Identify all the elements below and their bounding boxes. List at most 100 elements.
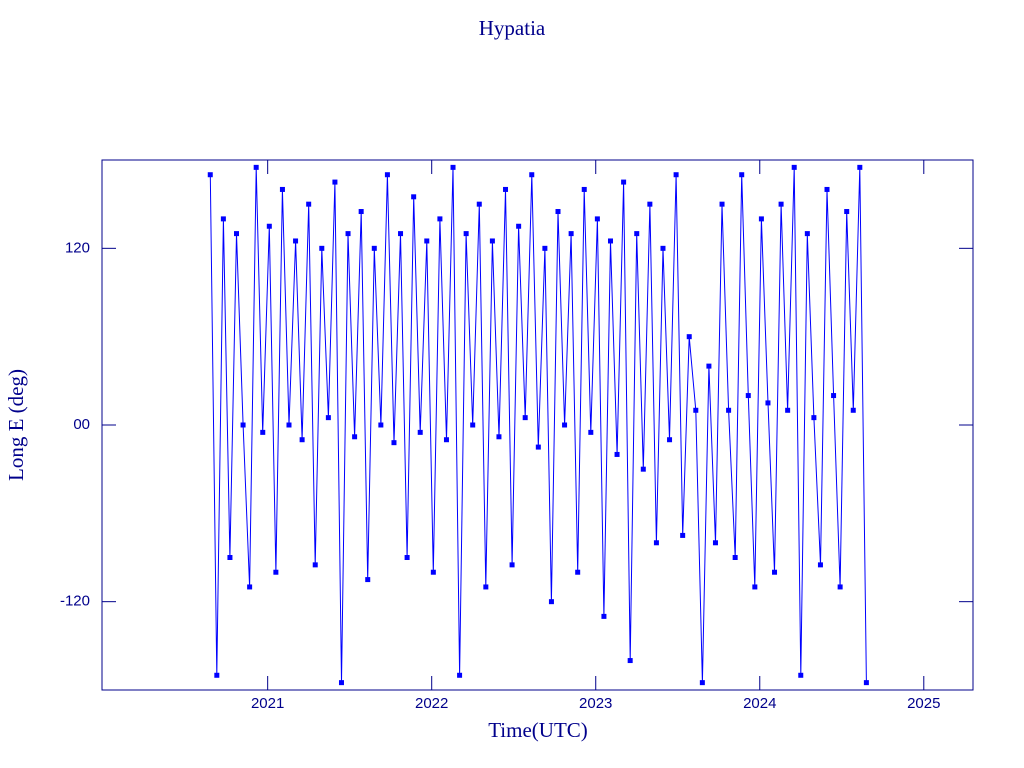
data-point xyxy=(240,422,246,428)
data-point xyxy=(227,555,233,560)
data-point xyxy=(358,209,364,215)
data-point xyxy=(817,562,823,568)
y-tick-label: 00 xyxy=(73,416,90,433)
data-point xyxy=(791,164,797,170)
data-point xyxy=(496,434,502,440)
data-point xyxy=(726,407,732,413)
data-point xyxy=(266,223,272,229)
data-point xyxy=(365,577,371,583)
data-point xyxy=(352,434,358,440)
data-point xyxy=(503,186,509,192)
data-point xyxy=(680,532,686,538)
data-point xyxy=(811,415,817,421)
data-point xyxy=(699,680,705,686)
x-axis-label: Time(UTC) xyxy=(488,718,588,742)
data-point xyxy=(634,231,640,237)
data-point xyxy=(319,245,325,251)
data-point xyxy=(863,680,869,686)
data-point xyxy=(601,613,607,619)
data-point xyxy=(509,562,515,568)
data-point xyxy=(214,672,220,678)
data-point xyxy=(483,584,489,590)
data-point xyxy=(234,231,240,237)
data-point xyxy=(253,164,259,170)
data-point xyxy=(489,238,495,244)
data-point xyxy=(293,238,299,244)
x-tick-label: 2022 xyxy=(415,695,448,712)
data-point xyxy=(470,422,476,428)
data-point xyxy=(430,569,436,575)
data-point xyxy=(404,555,410,560)
chart-title: Hypatia xyxy=(479,16,546,40)
data-point xyxy=(391,440,397,446)
data-point xyxy=(562,422,568,428)
data-point xyxy=(542,245,548,251)
data-point xyxy=(463,231,469,237)
data-point xyxy=(332,179,338,185)
data-point xyxy=(371,245,377,251)
data-point xyxy=(522,415,528,421)
data-point xyxy=(621,179,627,185)
x-tick-label: 2023 xyxy=(579,695,612,712)
data-point xyxy=(450,164,456,170)
data-point xyxy=(693,407,699,413)
x-tick-label: 2021 xyxy=(251,695,284,712)
data-point xyxy=(785,407,791,413)
data-point xyxy=(778,201,784,207)
data-point xyxy=(535,444,541,450)
data-point xyxy=(299,437,305,443)
data-point xyxy=(660,245,666,251)
data-point xyxy=(279,186,285,192)
data-point xyxy=(673,172,679,178)
data-point xyxy=(772,569,778,575)
data-point xyxy=(745,393,751,399)
data-point xyxy=(627,658,633,664)
data-point xyxy=(686,334,692,340)
data-point xyxy=(758,216,764,222)
data-point xyxy=(614,451,620,457)
y-tick-label: 120 xyxy=(65,239,90,256)
data-point xyxy=(653,540,659,546)
data-point xyxy=(837,584,843,590)
data-point xyxy=(831,393,837,399)
data-point xyxy=(312,562,318,568)
data-point xyxy=(844,209,850,215)
data-point xyxy=(529,172,535,178)
data-point xyxy=(417,429,423,435)
data-point xyxy=(575,569,581,575)
data-point xyxy=(850,407,856,413)
data-point xyxy=(443,437,449,443)
data-point xyxy=(857,164,863,170)
data-point xyxy=(411,194,417,200)
y-tick-label: -120 xyxy=(60,593,90,610)
data-point xyxy=(457,672,463,678)
data-point xyxy=(667,437,673,443)
data-point xyxy=(712,540,718,546)
data-point xyxy=(588,429,594,435)
x-tick-label: 2024 xyxy=(743,695,776,712)
data-point xyxy=(647,201,653,207)
data-point xyxy=(325,415,331,421)
data-point xyxy=(640,466,646,472)
data-point xyxy=(607,238,613,244)
data-point xyxy=(739,172,745,178)
data-point xyxy=(581,186,587,192)
x-tick-label: 2025 xyxy=(907,695,940,712)
data-point xyxy=(378,422,384,428)
data-point xyxy=(286,422,292,428)
data-point xyxy=(207,172,213,178)
data-point xyxy=(338,680,344,686)
data-point xyxy=(555,209,561,215)
data-point xyxy=(798,672,804,678)
data-point xyxy=(568,231,574,237)
data-point xyxy=(384,172,390,178)
data-point xyxy=(752,584,758,590)
data-point xyxy=(719,201,725,207)
data-point xyxy=(706,363,712,369)
data-point xyxy=(594,216,600,222)
data-line xyxy=(209,167,867,683)
data-point xyxy=(732,555,738,560)
data-point xyxy=(437,216,443,222)
y-axis-label: Long E (deg) xyxy=(4,369,28,481)
data-point xyxy=(824,186,830,192)
